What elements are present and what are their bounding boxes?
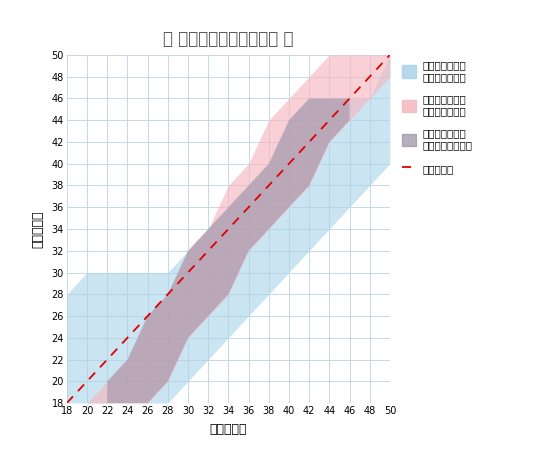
Y-axis label: 女性の年齢: 女性の年齢 <box>32 210 45 248</box>
X-axis label: 男性の年齢: 男性の年齢 <box>209 423 247 436</box>
Title: － 理想の恋人の年齢範囲 －: － 理想の恋人の年齢範囲 － <box>163 30 294 48</box>
Legend: 男性が希望する
女性の年齢範囲, 女性の希望する
男性の年齢範囲, 男女の希望年齢
がマッチする範囲, 自分の年齢: 男性が希望する 女性の年齢範囲, 女性の希望する 男性の年齢範囲, 男女の希望年… <box>402 60 472 174</box>
